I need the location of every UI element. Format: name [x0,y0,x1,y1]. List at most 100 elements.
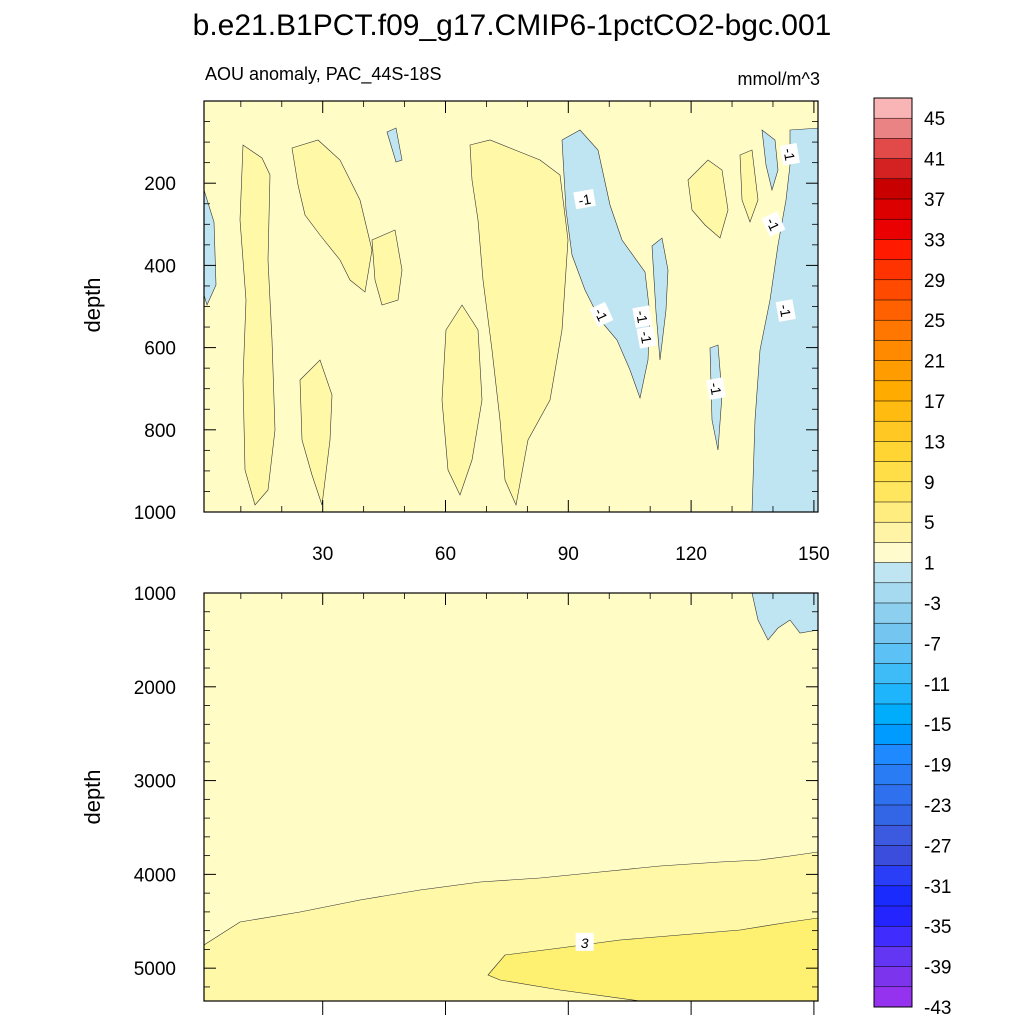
colorbar-swatch [873,562,913,584]
upper-region-pos-c [299,359,333,506]
lower-y-tick-label: 4000 [134,865,176,886]
lower-y-tick-label: 2000 [134,678,176,699]
colorbar-label: 9 [924,473,935,494]
upper-y-tick-label: 600 [144,339,176,360]
chart-title: b.e21.B1PCT.f09_g17.CMIP6-1pctCO2-bgc.00… [193,9,832,42]
colorbar-swatch [873,420,913,442]
upper-y-axis: 200 400 600 800 1000 [134,121,818,524]
colorbar-swatch [873,501,913,523]
upper-y-axis-label: depth [80,277,105,332]
lower-contour-panel: 3 1000 2000 3000 4000 5000 depth [80,584,819,1015]
colorbar-label: -39 [924,958,951,979]
colorbar-label: -3 [924,594,941,615]
colorbar-swatch [873,622,913,644]
colorbar-swatch [873,218,913,240]
contour-label: 3 [575,932,594,951]
colorbar-swatch [873,845,913,867]
colorbar-label: -43 [924,998,951,1019]
upper-y-tick-label: 200 [144,174,176,195]
colorbar-swatch [873,441,913,463]
lower-region-pos-3-5 [487,917,818,1001]
colorbar-swatch [873,905,913,927]
lower-y-axis-label: depth [80,769,105,824]
svg-text:-1: -1 [637,330,655,345]
colorbar-label: -27 [924,836,951,857]
colorbar-swatch [873,178,913,200]
colorbar-label: 33 [924,230,945,251]
upper-region-pos-e [469,139,569,507]
colorbar-swatch [873,97,913,119]
colorbar-label: -31 [924,877,951,898]
upper-x-tick-label: 30 [312,544,333,565]
colorbar-label: 45 [924,109,945,130]
colorbar-label: -23 [924,796,951,817]
colorbar-swatch [873,239,913,261]
lower-x-axis [240,593,815,1015]
upper-y-tick-label: 1000 [134,503,176,524]
upper-region-neg-b [651,237,669,361]
colorbar-swatch [873,602,913,624]
svg-text:-1: -1 [633,309,651,324]
colorbar-swatch [873,380,913,402]
colorbar-swatch [873,158,913,180]
svg-text:-1: -1 [707,381,725,396]
colorbar-label: 37 [924,190,945,211]
colorbar-label: -19 [924,756,951,777]
colorbar-swatch [873,279,913,301]
upper-x-axis: 30 60 90 120 150 [240,101,830,565]
upper-y-tick-label: 800 [144,421,176,442]
svg-text:3: 3 [581,935,589,951]
lower-region-neg [751,593,818,641]
upper-region-pos-d [441,304,483,496]
contour-label: -1 [573,189,596,210]
upper-region-pos-g [739,149,759,223]
colorbar-swatch [873,946,913,968]
upper-region-neg-f [204,189,217,306]
colorbar-swatch [873,865,913,887]
colorbar-swatch [873,925,913,947]
contour-label: -1 [632,305,653,329]
colorbar-swatch [873,683,913,705]
lower-y-tick-label: 5000 [134,959,176,980]
colorbar-swatch [873,138,913,160]
colorbar-swatch [873,461,913,483]
upper-region-neg-c [761,129,779,192]
colorbar-swatch [873,521,913,543]
colorbar-frame [873,97,913,1008]
lower-y-axis: 1000 2000 3000 4000 5000 [134,584,818,988]
colorbar-swatch [873,784,913,806]
contour-label: -1 [779,143,800,166]
upper-region-pos-b [291,139,373,293]
colorbar-label: 5 [924,513,935,534]
upper-x-tick-label: 90 [558,544,579,565]
contour-label: -1 [706,377,727,400]
chart-subtitle: AOU anomaly, PAC_44S-18S [205,64,441,85]
colorbar-label: -7 [924,634,941,655]
colorbar-swatch [873,117,913,139]
colorbar-label: 17 [924,392,945,413]
upper-region-neg-g [386,127,403,163]
colorbar-swatch [873,340,913,362]
colorbar-label: 13 [924,432,945,453]
colorbar-swatch [873,198,913,220]
contour-label: -1 [761,211,786,237]
colorbar-swatch [873,400,913,422]
colorbar-swatch [873,824,913,846]
upper-contour-panel: -1 -1 -1 -1 -1 -1 -1 -1 200 400 600 800 1000 30 60 90… [80,100,830,565]
colorbar-label: -35 [924,917,951,938]
colorbar-swatch [873,360,913,382]
colorbar-label: 21 [924,352,945,373]
lower-y-tick-label: 3000 [134,772,176,793]
lower-plot-frame [203,592,819,1002]
upper-region-pos-f [687,159,729,239]
colorbar-swatch [873,299,913,321]
colorbar-swatch [873,804,913,826]
colorbar-swatch [873,986,913,1008]
colorbar-swatch [873,885,913,907]
contour-label: -1 [636,325,657,349]
colorbar-swatch [873,764,913,786]
units-label: mmol/m^3 [738,69,820,89]
colorbar-swatch [873,319,913,341]
colorbar-swatch [873,744,913,766]
